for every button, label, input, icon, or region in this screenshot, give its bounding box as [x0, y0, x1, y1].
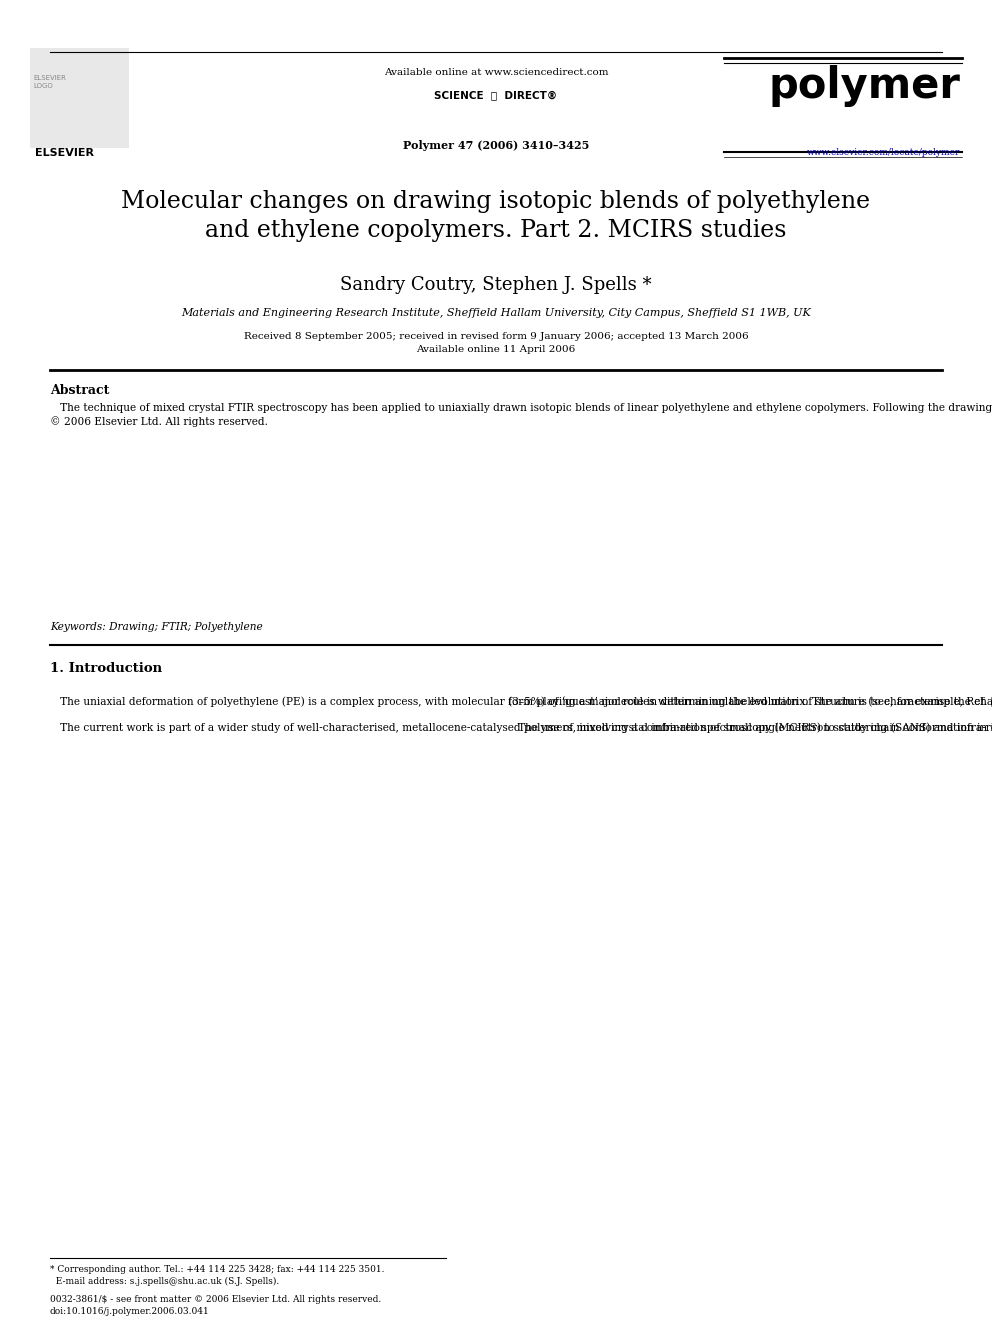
Text: polymer: polymer: [768, 65, 960, 107]
Text: ELSEVIER: ELSEVIER: [35, 148, 94, 157]
Text: www.elsevier.com/locate/polymer: www.elsevier.com/locate/polymer: [806, 148, 960, 157]
Text: 1. Introduction: 1. Introduction: [50, 662, 162, 675]
Text: Sandry Coutry, Stephen J. Spells *: Sandry Coutry, Stephen J. Spells *: [340, 277, 652, 294]
Text: The technique of mixed crystal FTIR spectroscopy has been applied to uniaxially : The technique of mixed crystal FTIR spec…: [50, 402, 992, 426]
Text: (3–5%) of ‘guest’ molecules within an unlabelled matrix. The aim is to character: (3–5%) of ‘guest’ molecules within an un…: [508, 696, 992, 733]
Text: Materials and Engineering Research Institute, Sheffield Hallam University, City : Materials and Engineering Research Insti…: [182, 308, 810, 318]
Text: Polymer 47 (2006) 3410–3425: Polymer 47 (2006) 3410–3425: [403, 140, 589, 151]
Text: * Corresponding author. Tel.: +44 114 225 3428; fax: +44 114 225 3501.
  E-mail : * Corresponding author. Tel.: +44 114 22…: [50, 1265, 385, 1286]
Text: 0032-3861/$ - see front matter © 2006 Elsevier Ltd. All rights reserved.
doi:10.: 0032-3861/$ - see front matter © 2006 El…: [50, 1295, 381, 1316]
Text: The uniaxial deformation of polyethylene (PE) is a complex process, with molecul: The uniaxial deformation of polyethylene…: [50, 696, 992, 733]
Text: Received 8 September 2005; received in revised form 9 January 2006; accepted 13 : Received 8 September 2005; received in r…: [244, 332, 748, 353]
Text: Abstract: Abstract: [50, 384, 109, 397]
Text: ELSEVIER
LOGO: ELSEVIER LOGO: [34, 75, 66, 89]
Text: Molecular changes on drawing isotopic blends of polyethylene
and ethylene copoly: Molecular changes on drawing isotopic bl…: [121, 191, 871, 242]
Bar: [30, 48, 129, 148]
Text: Available online at www.sciencedirect.com: Available online at www.sciencedirect.co…: [384, 67, 608, 77]
Text: SCIENCE  ⓐ  DIRECT®: SCIENCE ⓐ DIRECT®: [434, 90, 558, 101]
Text: Keywords: Drawing; FTIR; Polyethylene: Keywords: Drawing; FTIR; Polyethylene: [50, 622, 263, 632]
